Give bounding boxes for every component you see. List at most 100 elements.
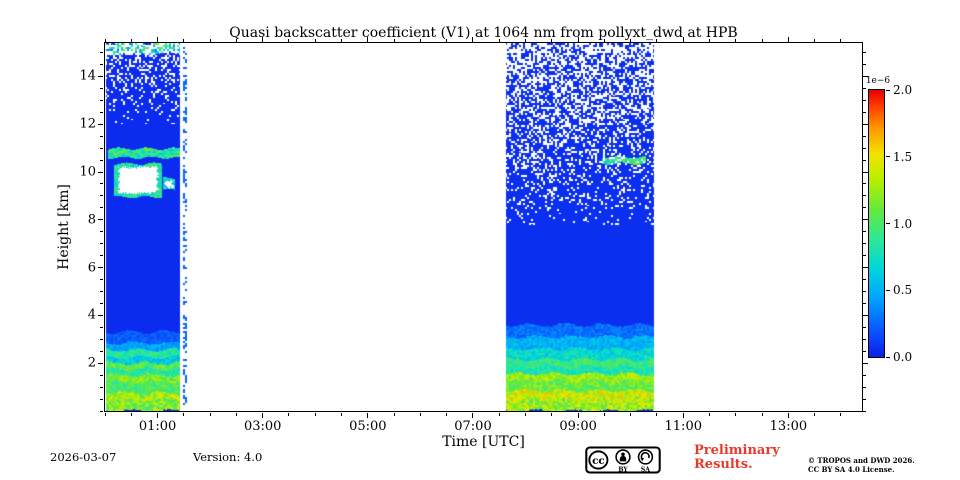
x-minor-tick-top (840, 39, 842, 42)
x-minor-tick-top (104, 39, 106, 42)
y-tick-mark-right (863, 171, 868, 173)
footer-version: Version: 4.0 (193, 450, 263, 464)
x-minor-tick-top (209, 39, 211, 42)
x-tick-label: 13:00 (769, 419, 808, 434)
x-minor-tick (735, 413, 737, 416)
x-minor-tick (603, 413, 605, 416)
cc-logo-text: cc (592, 455, 605, 467)
y-minor-tick-right (863, 87, 866, 89)
cc-logo-icon (588, 450, 609, 470)
x-tick-mark (577, 413, 579, 418)
x-minor-tick-top (814, 39, 816, 42)
y-tick-label: 8 (87, 212, 96, 228)
x-minor-tick-top (525, 39, 527, 42)
x-minor-tick-top (761, 39, 763, 42)
x-minor-tick (209, 413, 211, 416)
y-minor-tick-right (863, 338, 866, 340)
x-minor-tick (341, 413, 343, 416)
x-tick-mark (682, 413, 684, 418)
y-tick-label: 14 (79, 68, 96, 84)
footer-date: 2026-03-07 (50, 450, 117, 464)
preliminary-results-watermark: Preliminary Results. (694, 444, 780, 472)
y-tick-mark (98, 171, 103, 173)
colorbar-tick-label: 0.0 (893, 350, 913, 364)
y-minor-tick-right (863, 279, 866, 281)
cc-by-person-icon (615, 449, 631, 465)
y-minor-tick (100, 398, 103, 400)
x-tick-mark-top (367, 37, 369, 42)
heatmap-canvas (105, 43, 862, 411)
cc-sa-arrow-head (640, 458, 645, 462)
x-tick-mark-top (157, 37, 159, 42)
preliminary-line2: Results. (694, 457, 753, 472)
y-tick-mark-right (863, 75, 868, 77)
x-minor-tick-top (235, 39, 237, 42)
x-tick-label: 07:00 (454, 419, 492, 434)
colorbar-tick-label: 0.5 (893, 283, 913, 298)
y-minor-tick (100, 302, 103, 304)
cc-sa-arrow-arc (640, 452, 650, 460)
y-tick-mark-right (863, 267, 868, 269)
cc-sa-arrow-icon (637, 449, 654, 465)
y-minor-tick (100, 386, 103, 388)
x-minor-tick (419, 413, 421, 416)
x-tick-mark-top (682, 37, 684, 42)
x-minor-tick (840, 413, 842, 416)
x-tick-label: 11:00 (664, 419, 702, 434)
x-minor-tick (709, 413, 711, 416)
x-minor-tick-top (709, 39, 711, 42)
x-tick-mark (262, 413, 264, 418)
x-minor-tick-top (630, 39, 632, 42)
x-tick-label: 03:00 (243, 419, 282, 434)
plot-area (104, 42, 863, 412)
y-tick-label: 2 (87, 355, 96, 371)
y-minor-tick (100, 410, 103, 412)
x-minor-tick (551, 413, 553, 416)
y-minor-tick (100, 207, 103, 209)
x-minor-tick (498, 413, 500, 416)
y-minor-tick (100, 338, 103, 340)
y-minor-tick-right (863, 374, 866, 376)
y-tick-mark-right (863, 314, 868, 316)
y-tick-mark (98, 267, 103, 269)
colorbar-tick-label: 1.0 (893, 216, 913, 231)
colorbar-tick-label: 1.5 (893, 149, 913, 164)
x-minor-tick (288, 413, 290, 416)
y-minor-tick (100, 279, 103, 281)
y-minor-tick (100, 231, 103, 233)
x-minor-tick-top (656, 39, 658, 42)
y-tick-mark-right (863, 362, 868, 364)
y-minor-tick-right (863, 111, 866, 113)
y-minor-tick (100, 111, 103, 113)
cc-by-person-head (621, 452, 625, 457)
y-minor-tick-right (863, 135, 866, 137)
y-minor-tick-right (863, 302, 866, 304)
x-tick-mark-top (472, 37, 474, 42)
y-minor-tick-right (863, 183, 866, 185)
y-tick-mark (98, 219, 103, 221)
y-minor-tick-right (863, 52, 866, 54)
x-tick-mark-top (577, 37, 579, 42)
x-tick-label: 05:00 (349, 419, 387, 434)
y-minor-tick-right (863, 398, 866, 400)
y-axis-label: Height [km] (56, 184, 72, 270)
colorbar-tick-mark (886, 89, 890, 91)
y-tick-mark (98, 314, 103, 316)
x-minor-tick (235, 413, 237, 416)
x-minor-tick (761, 413, 763, 416)
x-axis-label: Time [UTC] (442, 434, 525, 450)
y-minor-tick-right (863, 350, 866, 352)
copyright-notice: © TROPOS and DWD 2026. CC BY SA 4.0 Lice… (808, 456, 915, 474)
x-minor-tick-top (314, 39, 316, 42)
y-minor-tick (100, 183, 103, 185)
y-minor-tick-right (863, 243, 866, 245)
x-minor-tick (656, 413, 658, 416)
y-minor-tick (100, 64, 103, 65)
y-minor-tick-right (863, 410, 866, 412)
cc-by-label: BY (618, 467, 628, 474)
x-minor-tick (183, 413, 185, 416)
x-minor-tick (446, 413, 448, 416)
colorbar-tick-mark (886, 223, 890, 224)
y-tick-label: 4 (87, 307, 96, 323)
